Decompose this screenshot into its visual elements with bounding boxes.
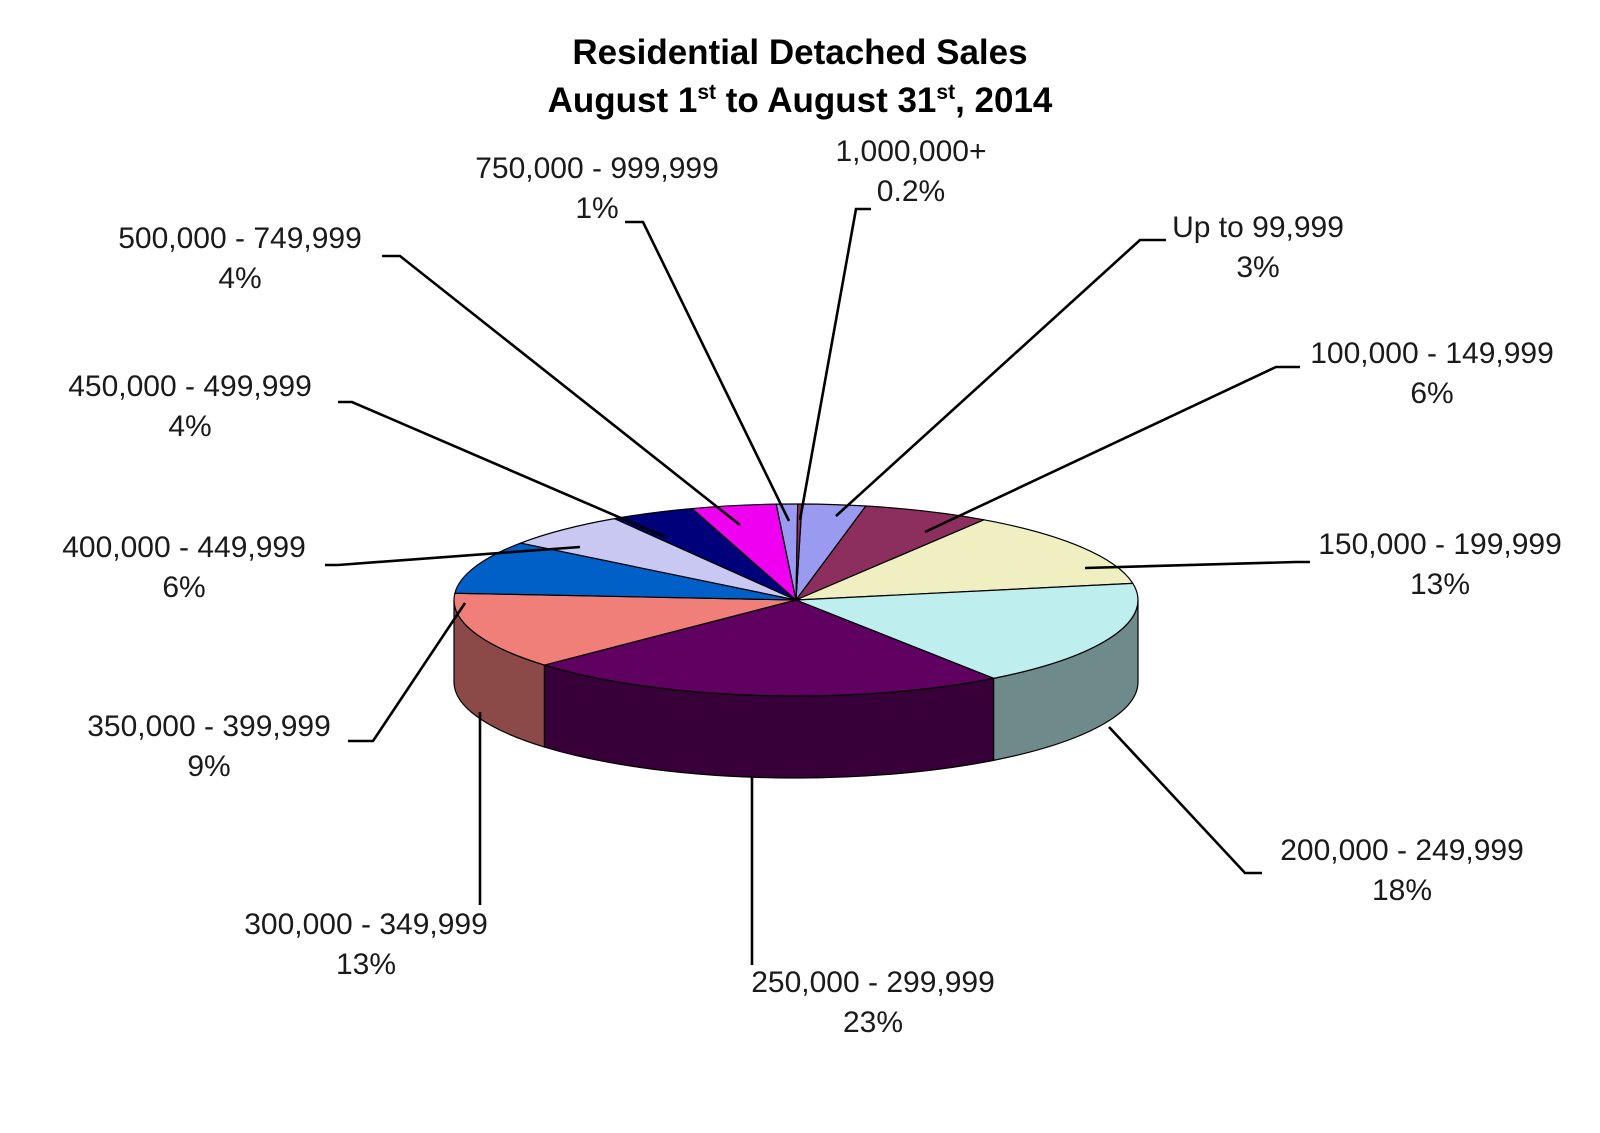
title-superscript-1: st [697, 81, 716, 104]
slice-percent-label: 4% [168, 410, 211, 443]
leader-line [835, 238, 1166, 517]
pie-slice [454, 542, 797, 601]
slice-label: 350,000 - 399,999 [87, 710, 331, 743]
leader-lines [325, 207, 1310, 965]
slice-percent-label: 3% [1236, 251, 1279, 284]
slice-label: 250,000 - 299,999 [751, 966, 995, 999]
slice-label: 150,000 - 199,999 [1318, 528, 1562, 561]
pie-slice [795, 582, 1139, 679]
leader-line [1084, 560, 1310, 570]
leader-line [382, 254, 741, 527]
slice-label: 200,000 - 249,999 [1280, 834, 1524, 867]
slice-label: Up to 99,999 [1172, 211, 1344, 244]
pie-slice [543, 599, 995, 697]
pie-slice [453, 592, 797, 666]
slice-percent-label: 1% [575, 192, 618, 225]
leader-line [798, 207, 871, 521]
pie-slice [795, 519, 1134, 601]
chart-title-line-2: August 1st to August 31st, 2014 [548, 81, 1053, 120]
chart-title-line-1: Residential Detached Sales [572, 33, 1027, 72]
title-part-1: August 1 [548, 81, 698, 120]
slice-percent-label: 9% [187, 750, 230, 783]
leader-line [1108, 726, 1262, 875]
leader-line [338, 400, 666, 539]
slice-percent-label: 23% [843, 1006, 903, 1039]
slice-label: 100,000 - 149,999 [1310, 337, 1554, 370]
slice-percent-label: 4% [218, 262, 261, 295]
pie-slice [795, 505, 985, 601]
slice-percent-label: 13% [336, 948, 396, 981]
pie-slice [520, 518, 797, 601]
slice-percent-label: 18% [1372, 874, 1432, 907]
slice-percent-label: 13% [1410, 568, 1470, 601]
title-part-3: , 2014 [955, 81, 1053, 120]
leader-line [625, 220, 791, 522]
slice-label: 500,000 - 749,999 [118, 222, 362, 255]
slice-percent-label: 6% [1410, 377, 1453, 410]
leader-line [325, 545, 581, 567]
title-part-2: to August 31 [716, 81, 936, 120]
slice-label: 1,000,000+ [836, 135, 987, 168]
title-superscript-2: st [936, 81, 955, 104]
slice-label: 400,000 - 449,999 [62, 531, 306, 564]
slice-label: 750,000 - 999,999 [475, 152, 719, 185]
slice-label: 300,000 - 349,999 [244, 908, 488, 941]
slice-percent-label: 6% [162, 571, 205, 604]
slice-percent-label: 0.2% [877, 175, 945, 208]
pie-tops [453, 503, 1139, 697]
slice-labels: Up to 99,999 3% 100,000 - 149,999 6% 150,000… [62, 135, 1562, 1039]
leader-line [348, 602, 467, 743]
slice-label: 450,000 - 499,999 [68, 370, 312, 403]
leader-line [924, 365, 1300, 534]
